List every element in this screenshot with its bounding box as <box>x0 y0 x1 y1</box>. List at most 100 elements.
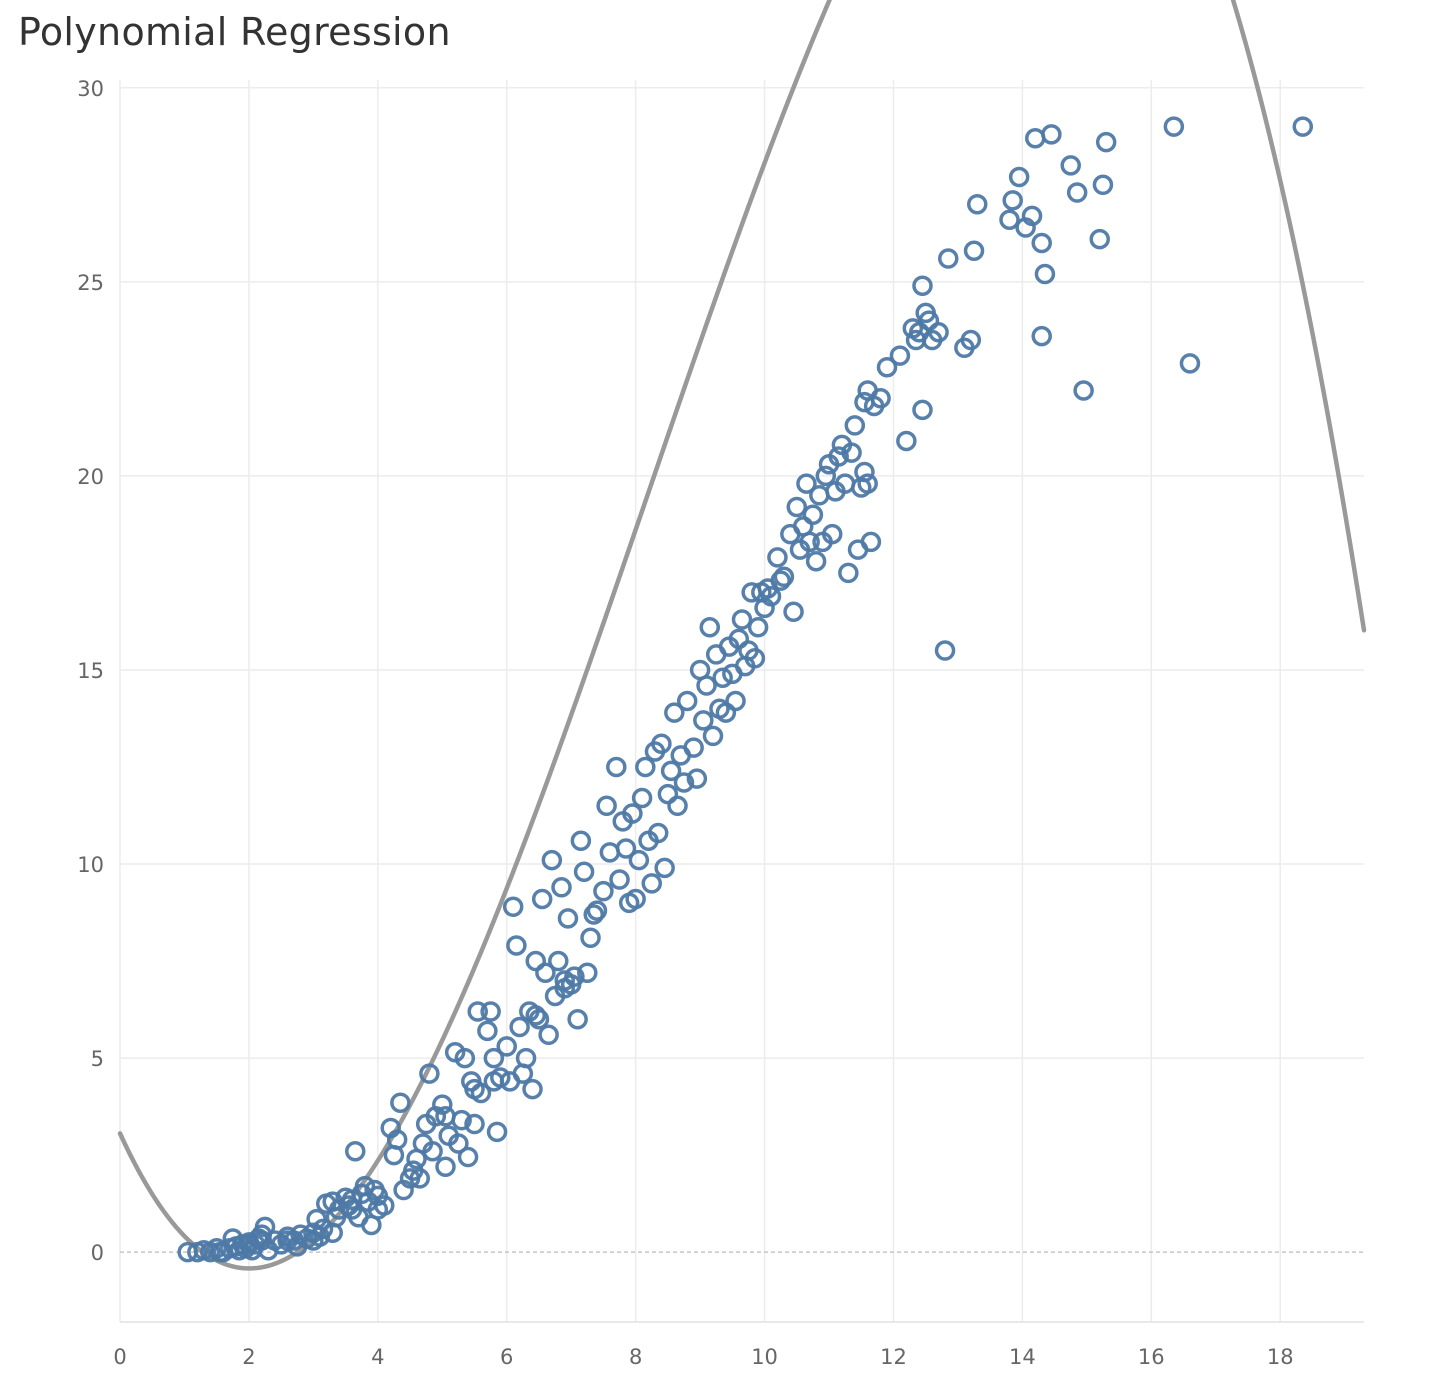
data-points <box>177 116 1314 1263</box>
data-point <box>422 1140 443 1162</box>
x-tick-label: 10 <box>751 1345 778 1369</box>
data-point <box>673 772 695 793</box>
data-point <box>1008 166 1030 188</box>
data-point <box>960 329 982 351</box>
data-point <box>631 787 653 809</box>
x-tick-label: 0 <box>113 1345 126 1369</box>
data-point <box>870 388 891 409</box>
data-point <box>551 877 572 898</box>
x-tick-label: 6 <box>500 1345 513 1369</box>
data-point <box>435 1156 456 1177</box>
data-point <box>770 570 791 591</box>
data-point <box>448 1133 469 1154</box>
data-point <box>1060 155 1081 176</box>
data-point <box>583 904 604 925</box>
data-point <box>731 609 753 630</box>
data-point <box>599 842 621 863</box>
data-point <box>934 640 956 661</box>
data-point <box>802 504 824 525</box>
data-point <box>528 1009 550 1030</box>
y-tick-label: 15 <box>77 659 104 683</box>
data-point <box>786 496 808 518</box>
data-point <box>963 240 985 262</box>
data-point <box>322 1222 343 1243</box>
data-point <box>345 1140 366 1162</box>
data-point <box>238 1234 260 1255</box>
data-point <box>967 193 988 215</box>
data-point <box>419 1063 440 1084</box>
data-point <box>367 1199 389 1220</box>
data-point <box>1021 205 1043 227</box>
data-point <box>593 880 614 902</box>
x-tick-label: 4 <box>371 1345 384 1369</box>
data-point <box>799 531 820 553</box>
data-point <box>889 345 911 366</box>
data-point <box>896 430 917 452</box>
data-point <box>912 275 933 296</box>
y-tick-label: 30 <box>77 77 104 101</box>
data-point <box>696 675 717 696</box>
data-point <box>541 849 563 871</box>
data-point <box>805 551 827 572</box>
data-point <box>1179 353 1201 374</box>
x-tick-label: 18 <box>1267 1345 1294 1369</box>
data-point <box>522 1078 543 1100</box>
data-point <box>815 465 837 487</box>
data-point <box>596 795 617 817</box>
data-point <box>876 356 898 378</box>
data-point <box>747 617 769 638</box>
data-point <box>341 1199 363 1220</box>
data-point <box>615 838 637 859</box>
data-point <box>1002 190 1023 211</box>
data-point <box>860 531 882 553</box>
data-point <box>1031 325 1052 347</box>
data-point <box>857 473 878 494</box>
data-point <box>928 322 949 343</box>
data-point <box>1292 116 1314 137</box>
data-point <box>515 1047 537 1069</box>
data-point <box>1031 232 1052 254</box>
x-tick-label: 14 <box>1009 1345 1036 1369</box>
data-point <box>409 1168 430 1189</box>
data-point <box>586 900 608 921</box>
data-point <box>502 896 524 917</box>
data-point <box>251 1224 273 1245</box>
data-point <box>683 737 704 758</box>
data-point <box>641 873 663 894</box>
x-tick-label: 16 <box>1138 1345 1165 1369</box>
data-point <box>912 399 933 421</box>
data-point <box>760 585 782 607</box>
data-point <box>464 1078 485 1100</box>
data-point <box>435 1106 456 1127</box>
data-point <box>1025 127 1046 149</box>
data-point <box>464 1113 485 1135</box>
data-point <box>693 710 714 731</box>
data-point <box>580 927 601 949</box>
data-point <box>557 908 579 929</box>
data-point <box>496 1036 517 1057</box>
data-point <box>628 849 650 871</box>
data-point <box>525 1005 546 1026</box>
data-point <box>609 869 630 890</box>
trend-line-layer <box>117 0 1367 1271</box>
data-point <box>577 962 598 983</box>
data-point <box>480 1001 501 1022</box>
data-point <box>554 970 575 991</box>
data-point <box>625 888 646 910</box>
data-point <box>386 1129 408 1150</box>
data-point <box>483 1047 505 1069</box>
data-point <box>1073 380 1094 401</box>
data-point <box>432 1094 453 1115</box>
data-point <box>390 1092 411 1113</box>
x-tick-label: 2 <box>242 1345 255 1369</box>
data-point <box>712 667 733 688</box>
data-point <box>699 617 721 638</box>
data-point <box>277 1230 298 1251</box>
x-tick-label: 12 <box>880 1345 907 1369</box>
y-tick-label: 25 <box>77 271 104 295</box>
data-point <box>664 702 685 723</box>
y-tick-label: 5 <box>91 1047 104 1071</box>
grid-lines <box>119 80 1364 1322</box>
data-point <box>1041 124 1062 145</box>
data-point <box>676 690 698 712</box>
